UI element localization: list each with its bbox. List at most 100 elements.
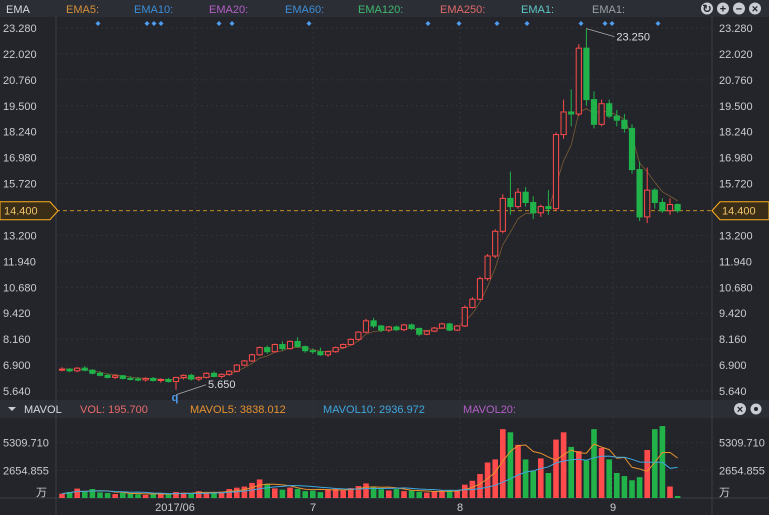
volume-bar xyxy=(310,490,316,498)
candle-body xyxy=(309,350,316,353)
candle-body xyxy=(233,364,240,372)
y-tick-label-right: 11.940 xyxy=(719,256,752,268)
candle-body xyxy=(264,347,271,353)
volume-bar xyxy=(393,489,400,498)
volume-bar xyxy=(378,489,384,498)
vol-tick-label-left: 5309.710 xyxy=(3,438,49,450)
add-icon xyxy=(717,2,729,15)
event-dot xyxy=(655,21,661,26)
volume-bar xyxy=(317,492,324,498)
volume-bar xyxy=(652,429,658,498)
volume-bar xyxy=(104,492,111,498)
candle-body xyxy=(112,375,119,378)
candle-body xyxy=(621,119,628,129)
y-tick-label-right: 15.720 xyxy=(719,179,753,191)
volume-bar xyxy=(454,490,460,498)
volume-bar xyxy=(340,490,346,498)
volume-bar xyxy=(142,494,149,498)
main-header-label: EMA5: xyxy=(66,4,99,16)
candle-body xyxy=(271,343,278,353)
y-tick-label-left: 20.760 xyxy=(3,75,37,87)
y-tick-label-right: 18.240 xyxy=(719,127,753,139)
candle-body xyxy=(172,376,180,383)
y-tick-label-right: 19.500 xyxy=(719,101,753,113)
y-tick-label-right: 23.280 xyxy=(719,23,753,35)
candle-body xyxy=(119,375,126,379)
y-tick-label-left: 19.500 xyxy=(3,101,37,113)
volume-bar xyxy=(294,488,301,498)
candle-body xyxy=(324,351,332,356)
volume-bar xyxy=(621,476,628,498)
volume-bar xyxy=(515,444,521,498)
candle-body xyxy=(522,191,529,204)
volume-bar xyxy=(446,489,453,498)
volume-bar xyxy=(188,493,194,498)
volume-bar xyxy=(272,488,278,498)
candle-body xyxy=(302,346,309,352)
event-dot xyxy=(456,21,462,26)
volume-bar xyxy=(583,460,590,498)
y-tick-label-left: 9.420 xyxy=(3,308,31,320)
minimize-icon-glyph: − xyxy=(736,4,742,16)
main-header-label: EMA20: xyxy=(209,4,248,16)
volume-bar xyxy=(560,432,567,498)
volume-bar xyxy=(416,491,422,498)
panel-headers: EMA EMA5: EMA10: EMA20: EMA60: EMA120: EMA250:… xyxy=(6,2,762,416)
main-header-label: EMA120: xyxy=(358,4,403,16)
y-tick-label-left: 22.020 xyxy=(3,49,37,61)
candle-body xyxy=(332,347,339,353)
candle-body xyxy=(370,320,377,327)
high-annotation: 23.250 xyxy=(616,32,650,44)
candle-body xyxy=(286,340,294,350)
x-tick-label: 8 xyxy=(457,502,463,514)
y-tick-label-right: 5.640 xyxy=(719,386,747,398)
main-indicator-name: EMA xyxy=(6,4,31,16)
vol-unit-right: 万 xyxy=(719,487,730,499)
volume-bar xyxy=(165,494,172,498)
main-header-label: EMA1: xyxy=(592,4,625,16)
y-tick-label-right: 10.680 xyxy=(719,282,753,294)
volume-bar xyxy=(89,489,96,498)
event-dot xyxy=(158,21,164,26)
event-dot xyxy=(151,21,157,26)
y-tick-label-right: 6.900 xyxy=(719,360,747,372)
volume-bar xyxy=(135,494,141,498)
main-header-bar xyxy=(0,0,769,17)
y-tick-label-left: 13.200 xyxy=(3,230,37,242)
volume-bar xyxy=(241,486,248,498)
candle-body xyxy=(203,372,210,378)
x-tick-label: 7 xyxy=(310,502,316,514)
y-tick-label-left: 6.900 xyxy=(3,360,31,372)
candle-body xyxy=(347,338,354,345)
volume-bar xyxy=(82,491,88,498)
current-price-label-right: 14.400 xyxy=(722,206,756,218)
candle-body xyxy=(628,127,636,171)
volume-bar xyxy=(211,491,217,498)
event-dot xyxy=(216,21,222,26)
candle-body xyxy=(666,204,674,212)
event-dot xyxy=(602,21,608,26)
volume-bar xyxy=(332,488,339,498)
volume-bar xyxy=(74,488,80,498)
candle-body xyxy=(552,134,560,210)
ema-line xyxy=(61,108,678,381)
volume-bar xyxy=(568,446,574,498)
volume-bar xyxy=(439,490,445,498)
main-header-label: EMA60: xyxy=(285,4,324,16)
candle-body xyxy=(279,343,286,350)
y-tick-label-right: 8.160 xyxy=(719,334,747,346)
volume-bar xyxy=(614,472,620,498)
candle-body xyxy=(492,230,499,257)
close-icon-glyph: × xyxy=(752,4,758,16)
volume-bar xyxy=(500,429,506,498)
close-icon xyxy=(734,403,746,415)
candle-body xyxy=(446,323,453,331)
candle-body xyxy=(514,191,522,208)
event-dot xyxy=(425,21,431,26)
volume-bar xyxy=(218,491,225,498)
event-dot xyxy=(524,21,530,26)
candle-body xyxy=(378,325,385,331)
candle-body xyxy=(134,378,142,381)
